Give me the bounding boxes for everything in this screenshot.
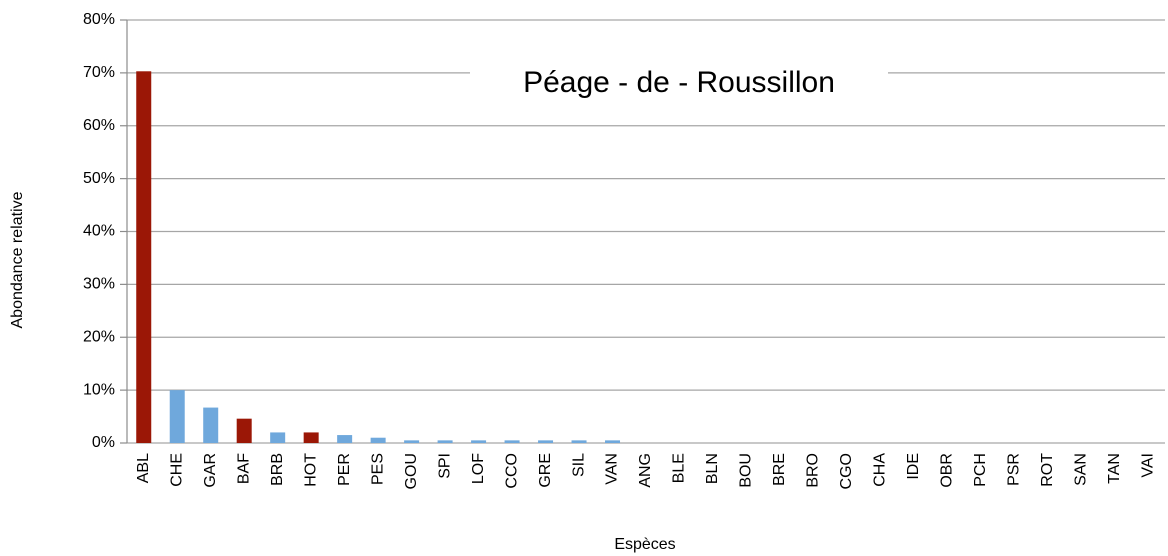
x-tick-label: CCO bbox=[503, 453, 520, 489]
x-tick-label: BAF bbox=[235, 453, 252, 484]
x-tick-label: SAN bbox=[1073, 453, 1090, 486]
x-tick-label: BOU bbox=[738, 453, 755, 488]
bar bbox=[605, 440, 621, 443]
x-tick-label: ROT bbox=[1039, 453, 1056, 487]
bar bbox=[236, 418, 252, 443]
x-tick-label: ABL bbox=[135, 453, 152, 483]
x-tick-label: VAI bbox=[1139, 453, 1156, 478]
bar bbox=[203, 407, 219, 443]
title-background bbox=[470, 60, 888, 106]
y-tick-label: 40% bbox=[83, 223, 115, 240]
x-tick-label: ANG bbox=[637, 453, 654, 488]
y-axis-label: Abondance relative bbox=[9, 191, 26, 328]
x-axis-label: Espèces bbox=[614, 536, 675, 553]
x-tick-label: PES bbox=[369, 453, 386, 485]
y-tick-label: 60% bbox=[83, 117, 115, 134]
bar bbox=[303, 432, 319, 443]
bar bbox=[169, 390, 185, 443]
x-tick-label: BLE bbox=[671, 453, 688, 483]
x-tick-label: TAN bbox=[1106, 453, 1123, 484]
bar bbox=[538, 440, 554, 443]
x-tick-label: LOF bbox=[470, 453, 487, 484]
x-tick-label: SIL bbox=[570, 453, 587, 477]
bar bbox=[136, 71, 152, 443]
bar bbox=[471, 440, 487, 443]
bar bbox=[437, 440, 453, 443]
y-tick-label: 80% bbox=[83, 11, 115, 28]
x-tick-label: GRE bbox=[537, 453, 554, 488]
x-tick-label: CHA bbox=[872, 453, 889, 487]
x-tick-label: SPI bbox=[436, 453, 453, 479]
y-tick-label: 50% bbox=[83, 170, 115, 187]
x-tick-label: OBR bbox=[939, 453, 956, 488]
x-tick-label: BRE bbox=[771, 453, 788, 486]
y-tick-label: 10% bbox=[83, 381, 115, 398]
bar bbox=[504, 440, 520, 443]
x-tick-label: GAR bbox=[202, 453, 219, 488]
x-tick-label: PER bbox=[336, 453, 353, 486]
y-tick-label: 30% bbox=[83, 276, 115, 293]
x-tick-label: BRO bbox=[805, 453, 822, 488]
x-tick-label: PSR bbox=[1006, 453, 1023, 486]
bar bbox=[270, 432, 286, 443]
x-tick-label: BLN bbox=[704, 453, 721, 484]
x-tick-label: VAN bbox=[604, 453, 621, 485]
bar bbox=[337, 435, 353, 443]
chart-title: Péage - de - Roussillon bbox=[523, 66, 835, 99]
y-tick-label: 20% bbox=[83, 328, 115, 345]
y-tick-label: 70% bbox=[83, 64, 115, 81]
x-tick-label: HOT bbox=[302, 453, 319, 487]
x-tick-label: BRB bbox=[269, 453, 286, 486]
bar bbox=[404, 440, 420, 443]
x-tick-label: PCH bbox=[972, 453, 989, 487]
y-tick-label: 0% bbox=[92, 434, 115, 451]
x-tick-label: GOU bbox=[403, 453, 420, 489]
x-tick-label: IDE bbox=[905, 453, 922, 480]
x-tick-label: CGO bbox=[838, 453, 855, 489]
bar bbox=[571, 440, 587, 443]
x-tick-label: CHE bbox=[168, 453, 185, 487]
bar bbox=[370, 437, 386, 443]
